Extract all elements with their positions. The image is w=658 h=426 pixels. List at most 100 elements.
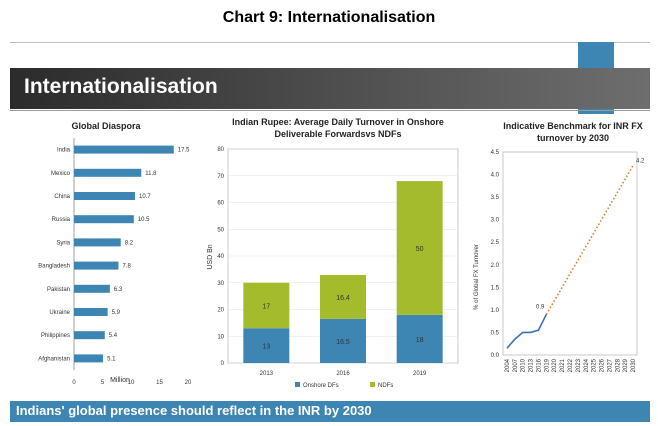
onshore-bar-segment	[396, 314, 443, 363]
benchmark-x-tick-label: 2022	[568, 358, 574, 372]
benchmark-projection-line	[545, 165, 634, 315]
diaspora-bar	[74, 308, 108, 316]
turnover-chart-title-line2: Deliverable Forwardsvs NDFs	[274, 129, 401, 139]
benchmark-y-tick-label: 0.5	[491, 330, 500, 336]
diaspora-bar	[74, 192, 135, 200]
diaspora-x-axis-label: Million	[110, 377, 130, 384]
benchmark-y-tick-label: 4.5	[491, 150, 500, 156]
diaspora-bar	[74, 284, 110, 293]
diaspora-category-label: Bangladesh	[38, 264, 70, 270]
ndf-bar-segment	[396, 181, 443, 315]
benchmark-x-tick-label: 2007	[513, 358, 519, 372]
diaspora-bar	[74, 168, 142, 177]
diaspora-category-label: China	[54, 194, 70, 200]
diaspora-value-label: 7.8	[122, 264, 131, 270]
diaspora-x-tick-label: 20	[185, 380, 192, 386]
turnover-x-tick-label: 2019	[413, 371, 427, 377]
benchmark-x-tick-label: 2020	[552, 358, 558, 372]
turnover-legend-label: NDFs	[378, 383, 393, 389]
benchmark-x-tick-label: 2021	[560, 358, 566, 372]
turnover-y-tick-label: 50	[217, 227, 224, 233]
top-rule	[10, 42, 650, 43]
diaspora-value-label: 5.4	[109, 333, 118, 339]
benchmark-x-tick-label: 2027	[607, 358, 613, 372]
banner-divider	[10, 110, 650, 111]
turnover-y-tick-label: 40	[217, 254, 224, 260]
diaspora-category-label: Syria	[56, 240, 70, 246]
turnover-y-tick-label: 20	[217, 308, 224, 314]
diaspora-x-tick-label: 5	[101, 380, 105, 386]
diaspora-value-label: 10.5	[138, 217, 150, 223]
ndf-bar-segment	[320, 274, 366, 319]
diaspora-value-label: 8.2	[125, 240, 134, 246]
benchmark-x-tick-label: 2028	[615, 358, 621, 372]
benchmark-x-tick-label: 2024	[584, 358, 590, 372]
benchmark-x-tick-label: 2019	[544, 358, 550, 372]
benchmark-x-tick-label: 2026	[600, 358, 606, 372]
diaspora-category-label: Philippines	[41, 333, 70, 339]
turnover-x-tick-label: 2016	[336, 371, 350, 377]
benchmark-y-axis-label: % of Global FX Turnover	[474, 244, 480, 310]
diaspora-x-tick-label: 0	[72, 380, 76, 386]
diaspora-category-label: India	[57, 148, 71, 154]
diaspora-category-label: Mexico	[51, 171, 71, 177]
diaspora-value-label: 6.3	[114, 287, 123, 293]
turnover-y-tick-label: 10	[217, 334, 224, 340]
onshore-bar-segment	[320, 318, 366, 363]
onshore-bar-segment	[243, 328, 290, 363]
diaspora-value-label: 17.5	[178, 148, 190, 154]
diaspora-category-label: Ukraine	[49, 310, 70, 316]
benchmark-chart: Indicative Benchmark for INR FX turnover…	[474, 121, 645, 372]
benchmark-chart-title-line2: turnover by 2030	[537, 133, 609, 143]
diaspora-x-tick-label: 10	[128, 380, 135, 386]
benchmark-plot-frame	[502, 151, 638, 356]
benchmark-y-tick-label: 4.0	[491, 173, 500, 179]
turnover-chart: Indian Rupee: Average Daily Turnover in …	[207, 117, 459, 389]
benchmark-y-tick-label: 2.5	[491, 240, 500, 246]
turnover-data-label: 50	[416, 246, 424, 253]
turnover-y-tick-label: 60	[217, 201, 224, 207]
benchmark-annotation-start: 0.9	[536, 304, 545, 310]
diaspora-category-label: Afghanistan	[38, 356, 70, 362]
section-banner-title: Internationalisation	[24, 75, 218, 98]
benchmark-x-tick-label: 2025	[592, 358, 598, 372]
turnover-y-tick-label: 80	[217, 147, 224, 153]
turnover-data-label: 17	[262, 303, 270, 310]
benchmark-y-tick-label: 3.5	[491, 195, 500, 201]
benchmark-chart-title-line1: Indicative Benchmark for INR FX	[503, 121, 643, 131]
turnover-y-axis-label: USD Bn	[207, 244, 214, 269]
turnover-data-label: 13	[262, 344, 270, 351]
ndf-bar-segment	[243, 282, 290, 329]
turnover-y-tick-label: 70	[217, 174, 224, 180]
benchmark-x-tick-label: 2016	[536, 358, 542, 372]
benchmark-y-tick-label: 3.0	[491, 218, 500, 224]
diaspora-category-label: Pakistan	[47, 287, 70, 293]
diaspora-value-label: 11.8	[145, 171, 157, 177]
benchmark-actual-line	[506, 314, 548, 349]
diaspora-x-tick-label: 15	[156, 380, 163, 386]
benchmark-y-tick-label: 1.0	[491, 308, 500, 314]
diaspora-bar	[74, 331, 105, 340]
benchmark-x-tick-label: 2030	[631, 358, 637, 372]
benchmark-y-tick-label: 2.0	[491, 263, 500, 269]
page-title: Chart 9: Internationalisation	[222, 9, 436, 26]
benchmark-x-tick-label: 2004	[505, 358, 511, 372]
benchmark-x-tick-label: 2023	[576, 358, 582, 372]
diaspora-value-label: 5.1	[107, 356, 116, 362]
benchmark-x-tick-label: 2029	[623, 358, 629, 372]
turnover-legend-label: Onshore DFs	[303, 383, 339, 389]
footer-bar	[10, 401, 650, 422]
diaspora-chart-title: Global Diaspora	[71, 121, 141, 131]
turnover-legend-swatch	[370, 382, 375, 387]
benchmark-y-tick-label: 0.0	[491, 353, 500, 359]
turnover-data-label: 16.5	[336, 339, 350, 346]
turnover-y-tick-label: 0	[221, 361, 225, 367]
benchmark-y-tick-label: 1.5	[491, 285, 500, 291]
turnover-x-tick-label: 2013	[260, 371, 274, 377]
diaspora-bar	[74, 354, 104, 363]
turnover-legend-swatch	[295, 382, 300, 387]
diaspora-bar	[74, 261, 119, 270]
diaspora-category-label: Russia	[52, 217, 71, 223]
benchmark-x-tick-label: 2010	[521, 358, 527, 372]
diaspora-value-label: 5.9	[112, 310, 121, 316]
